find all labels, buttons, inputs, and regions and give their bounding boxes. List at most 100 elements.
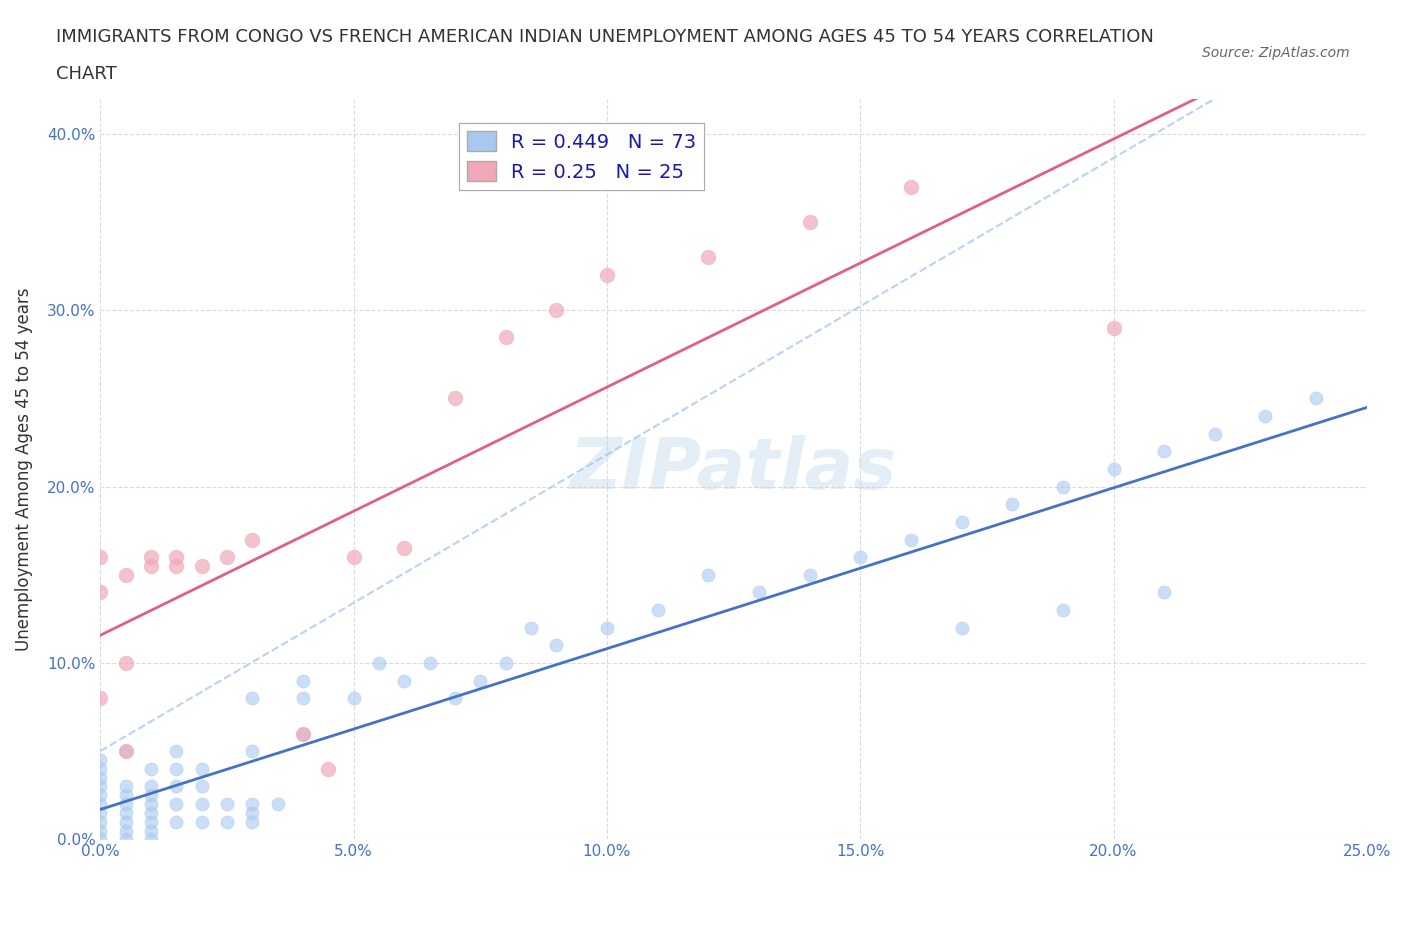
- Text: Source: ZipAtlas.com: Source: ZipAtlas.com: [1202, 46, 1350, 60]
- Point: [495, 329, 517, 344]
- Point: [89, 779, 111, 794]
- Point: [190, 779, 212, 794]
- Point: [165, 779, 187, 794]
- Point: [291, 726, 314, 741]
- Point: [1153, 585, 1175, 600]
- Point: [546, 303, 568, 318]
- Point: [1153, 444, 1175, 458]
- Point: [114, 744, 136, 759]
- Point: [139, 779, 162, 794]
- Point: [89, 762, 111, 777]
- Point: [849, 550, 872, 565]
- Point: [367, 656, 389, 671]
- Point: [165, 550, 187, 565]
- Point: [165, 744, 187, 759]
- Point: [444, 691, 467, 706]
- Point: [139, 815, 162, 830]
- Point: [89, 691, 111, 706]
- Y-axis label: Unemployment Among Ages 45 to 54 years: Unemployment Among Ages 45 to 54 years: [15, 287, 32, 651]
- Point: [596, 268, 619, 283]
- Point: [190, 815, 212, 830]
- Point: [950, 514, 973, 529]
- Text: CHART: CHART: [56, 65, 117, 83]
- Point: [342, 550, 364, 565]
- Point: [240, 797, 263, 812]
- Point: [114, 823, 136, 838]
- Point: [114, 797, 136, 812]
- Point: [1305, 391, 1327, 405]
- Point: [1052, 603, 1074, 618]
- Point: [291, 691, 314, 706]
- Point: [114, 779, 136, 794]
- Point: [392, 541, 415, 556]
- Point: [697, 250, 720, 265]
- Point: [165, 815, 187, 830]
- Point: [1254, 408, 1277, 423]
- Point: [444, 391, 467, 405]
- Point: [139, 805, 162, 820]
- Point: [89, 805, 111, 820]
- Point: [240, 744, 263, 759]
- Point: [139, 832, 162, 847]
- Point: [190, 797, 212, 812]
- Point: [647, 603, 669, 618]
- Point: [596, 620, 619, 635]
- Point: [139, 559, 162, 574]
- Point: [900, 179, 922, 194]
- Point: [316, 762, 339, 777]
- Point: [950, 620, 973, 635]
- Text: IMMIGRANTS FROM CONGO VS FRENCH AMERICAN INDIAN UNEMPLOYMENT AMONG AGES 45 TO 54: IMMIGRANTS FROM CONGO VS FRENCH AMERICAN…: [56, 28, 1154, 46]
- Point: [546, 638, 568, 653]
- Point: [240, 532, 263, 547]
- Point: [139, 762, 162, 777]
- Point: [240, 805, 263, 820]
- Point: [165, 559, 187, 574]
- Point: [215, 797, 238, 812]
- Point: [748, 585, 770, 600]
- Point: [240, 815, 263, 830]
- Point: [139, 788, 162, 803]
- Point: [190, 559, 212, 574]
- Point: [520, 620, 543, 635]
- Point: [114, 832, 136, 847]
- Point: [419, 656, 441, 671]
- Point: [114, 805, 136, 820]
- Point: [1102, 321, 1125, 336]
- Point: [266, 797, 288, 812]
- Point: [114, 656, 136, 671]
- Point: [139, 823, 162, 838]
- Point: [139, 797, 162, 812]
- Point: [89, 788, 111, 803]
- Point: [799, 567, 821, 582]
- Point: [89, 752, 111, 767]
- Point: [165, 797, 187, 812]
- Legend: R = 0.449   N = 73, R = 0.25   N = 25: R = 0.449 N = 73, R = 0.25 N = 25: [458, 124, 704, 190]
- Point: [1204, 426, 1226, 441]
- Point: [215, 815, 238, 830]
- Point: [900, 532, 922, 547]
- Point: [1052, 479, 1074, 494]
- Point: [114, 815, 136, 830]
- Point: [495, 656, 517, 671]
- Point: [215, 550, 238, 565]
- Point: [114, 788, 136, 803]
- Point: [89, 815, 111, 830]
- Point: [1001, 497, 1024, 512]
- Point: [89, 823, 111, 838]
- Point: [139, 550, 162, 565]
- Point: [165, 762, 187, 777]
- Point: [1102, 461, 1125, 476]
- Point: [392, 673, 415, 688]
- Point: [89, 770, 111, 785]
- Point: [291, 673, 314, 688]
- Point: [89, 550, 111, 565]
- Point: [89, 832, 111, 847]
- Point: [697, 567, 720, 582]
- Point: [240, 691, 263, 706]
- Point: [470, 673, 492, 688]
- Point: [114, 567, 136, 582]
- Point: [114, 744, 136, 759]
- Text: ZIPatlas: ZIPatlas: [569, 434, 897, 503]
- Point: [799, 215, 821, 230]
- Point: [291, 726, 314, 741]
